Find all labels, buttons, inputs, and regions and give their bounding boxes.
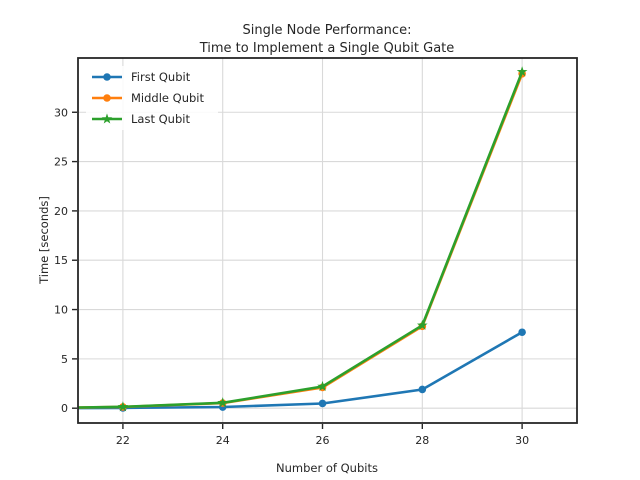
legend-marker-middle-qubit [103, 94, 111, 102]
legend: First Qubit Middle Qubit Last Qubit [86, 66, 218, 130]
series-group [77, 66, 528, 412]
y-tick-label-0: 0 [61, 402, 68, 415]
x-tick-label-26: 26 [316, 434, 330, 447]
plot-frame [77, 57, 578, 424]
marker-last-qubit-22 [117, 401, 129, 412]
y-tick-label-15: 15 [54, 254, 68, 267]
legend-marker-last-qubit [101, 113, 113, 124]
y-tick-label-30: 30 [54, 106, 68, 119]
tick-labels: 22 24 26 28 30 0 5 10 15 20 25 30 [54, 106, 529, 447]
legend-label-last-qubit: Last Qubit [131, 112, 190, 126]
y-tick-label-5: 5 [61, 353, 68, 366]
chart-title-line2: Time to Implement a Single Qubit Gate [199, 41, 455, 56]
marker-last-qubit-28 [416, 319, 428, 330]
x-tick-label-22: 22 [116, 434, 130, 447]
marker-last-qubit-30 [516, 66, 528, 77]
marker-last-qubit-24 [217, 397, 229, 408]
legend-swatches [92, 73, 122, 124]
y-tick-label-20: 20 [54, 205, 68, 218]
y-tick-label-10: 10 [54, 304, 68, 317]
legend-label-middle-qubit: Middle Qubit [131, 91, 204, 105]
chart-title-line1: Single Node Performance: [243, 23, 412, 38]
legend-marker-first-qubit [103, 73, 111, 81]
series-line-last-qubit [77, 71, 524, 409]
marker-first-qubit-28 [418, 385, 427, 394]
x-tick-label-24: 24 [216, 434, 230, 447]
x-tick-label-28: 28 [415, 434, 429, 447]
tick-marks [72, 111, 523, 429]
x-axis-label: Number of Qubits [276, 461, 378, 475]
marker-last-qubit-26 [317, 380, 328, 392]
y-axis-label: Time [seconds] [37, 196, 51, 285]
series-line-first-qubit [77, 331, 523, 410]
x-tick-label-30: 30 [515, 434, 529, 447]
marker-first-qubit-26 [318, 399, 327, 408]
y-tick-label-25: 25 [54, 156, 68, 169]
marker-first-qubit-30 [518, 328, 526, 337]
legend-label-first-qubit: First Qubit [131, 70, 191, 84]
